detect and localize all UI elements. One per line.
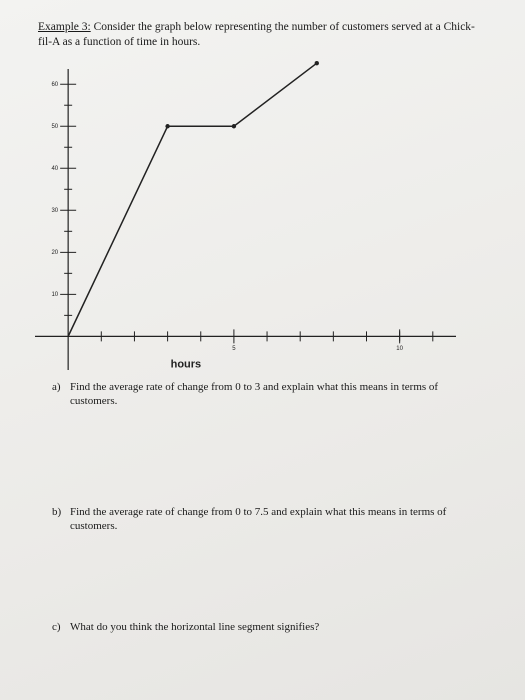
data-point (165, 124, 170, 129)
question-text: Find the average rate of change from 0 t… (70, 506, 447, 532)
question-label: c) (52, 621, 61, 633)
data-line (67, 62, 318, 337)
data-point (314, 61, 319, 66)
chart: 10 20 30 40 50 60 5 10 hours (35, 61, 456, 370)
question: b) Find the average rate of change from 0… (52, 505, 492, 533)
x-axis-label: hours (171, 358, 202, 370)
y-tick-label: 10 (51, 292, 58, 298)
y-tick-label: 60 (51, 82, 58, 88)
y-tick-label: 50 (51, 124, 58, 130)
question-text: What do you think the horizontal line se… (70, 621, 320, 633)
x-tick-label: 5 (232, 346, 236, 352)
x-tick-label: 10 (396, 346, 403, 352)
y-tick-label: 40 (51, 166, 58, 172)
header-text: Consider the graph below representing th… (38, 21, 475, 48)
question-text: Find the average rate of change from 0 t… (70, 381, 439, 407)
question: c) What do you think the horizontal line … (52, 620, 492, 634)
question-label: b) (52, 506, 62, 518)
header: Example 3: Consider the graph below repr… (38, 20, 488, 50)
y-tick-label: 30 (51, 208, 58, 214)
example-label: Example 3: (38, 21, 91, 33)
y-tick-label: 20 (51, 250, 58, 256)
question: a) Find the average rate of change from 0… (52, 380, 492, 408)
data-point (231, 124, 237, 129)
question-label: a) (52, 381, 61, 393)
